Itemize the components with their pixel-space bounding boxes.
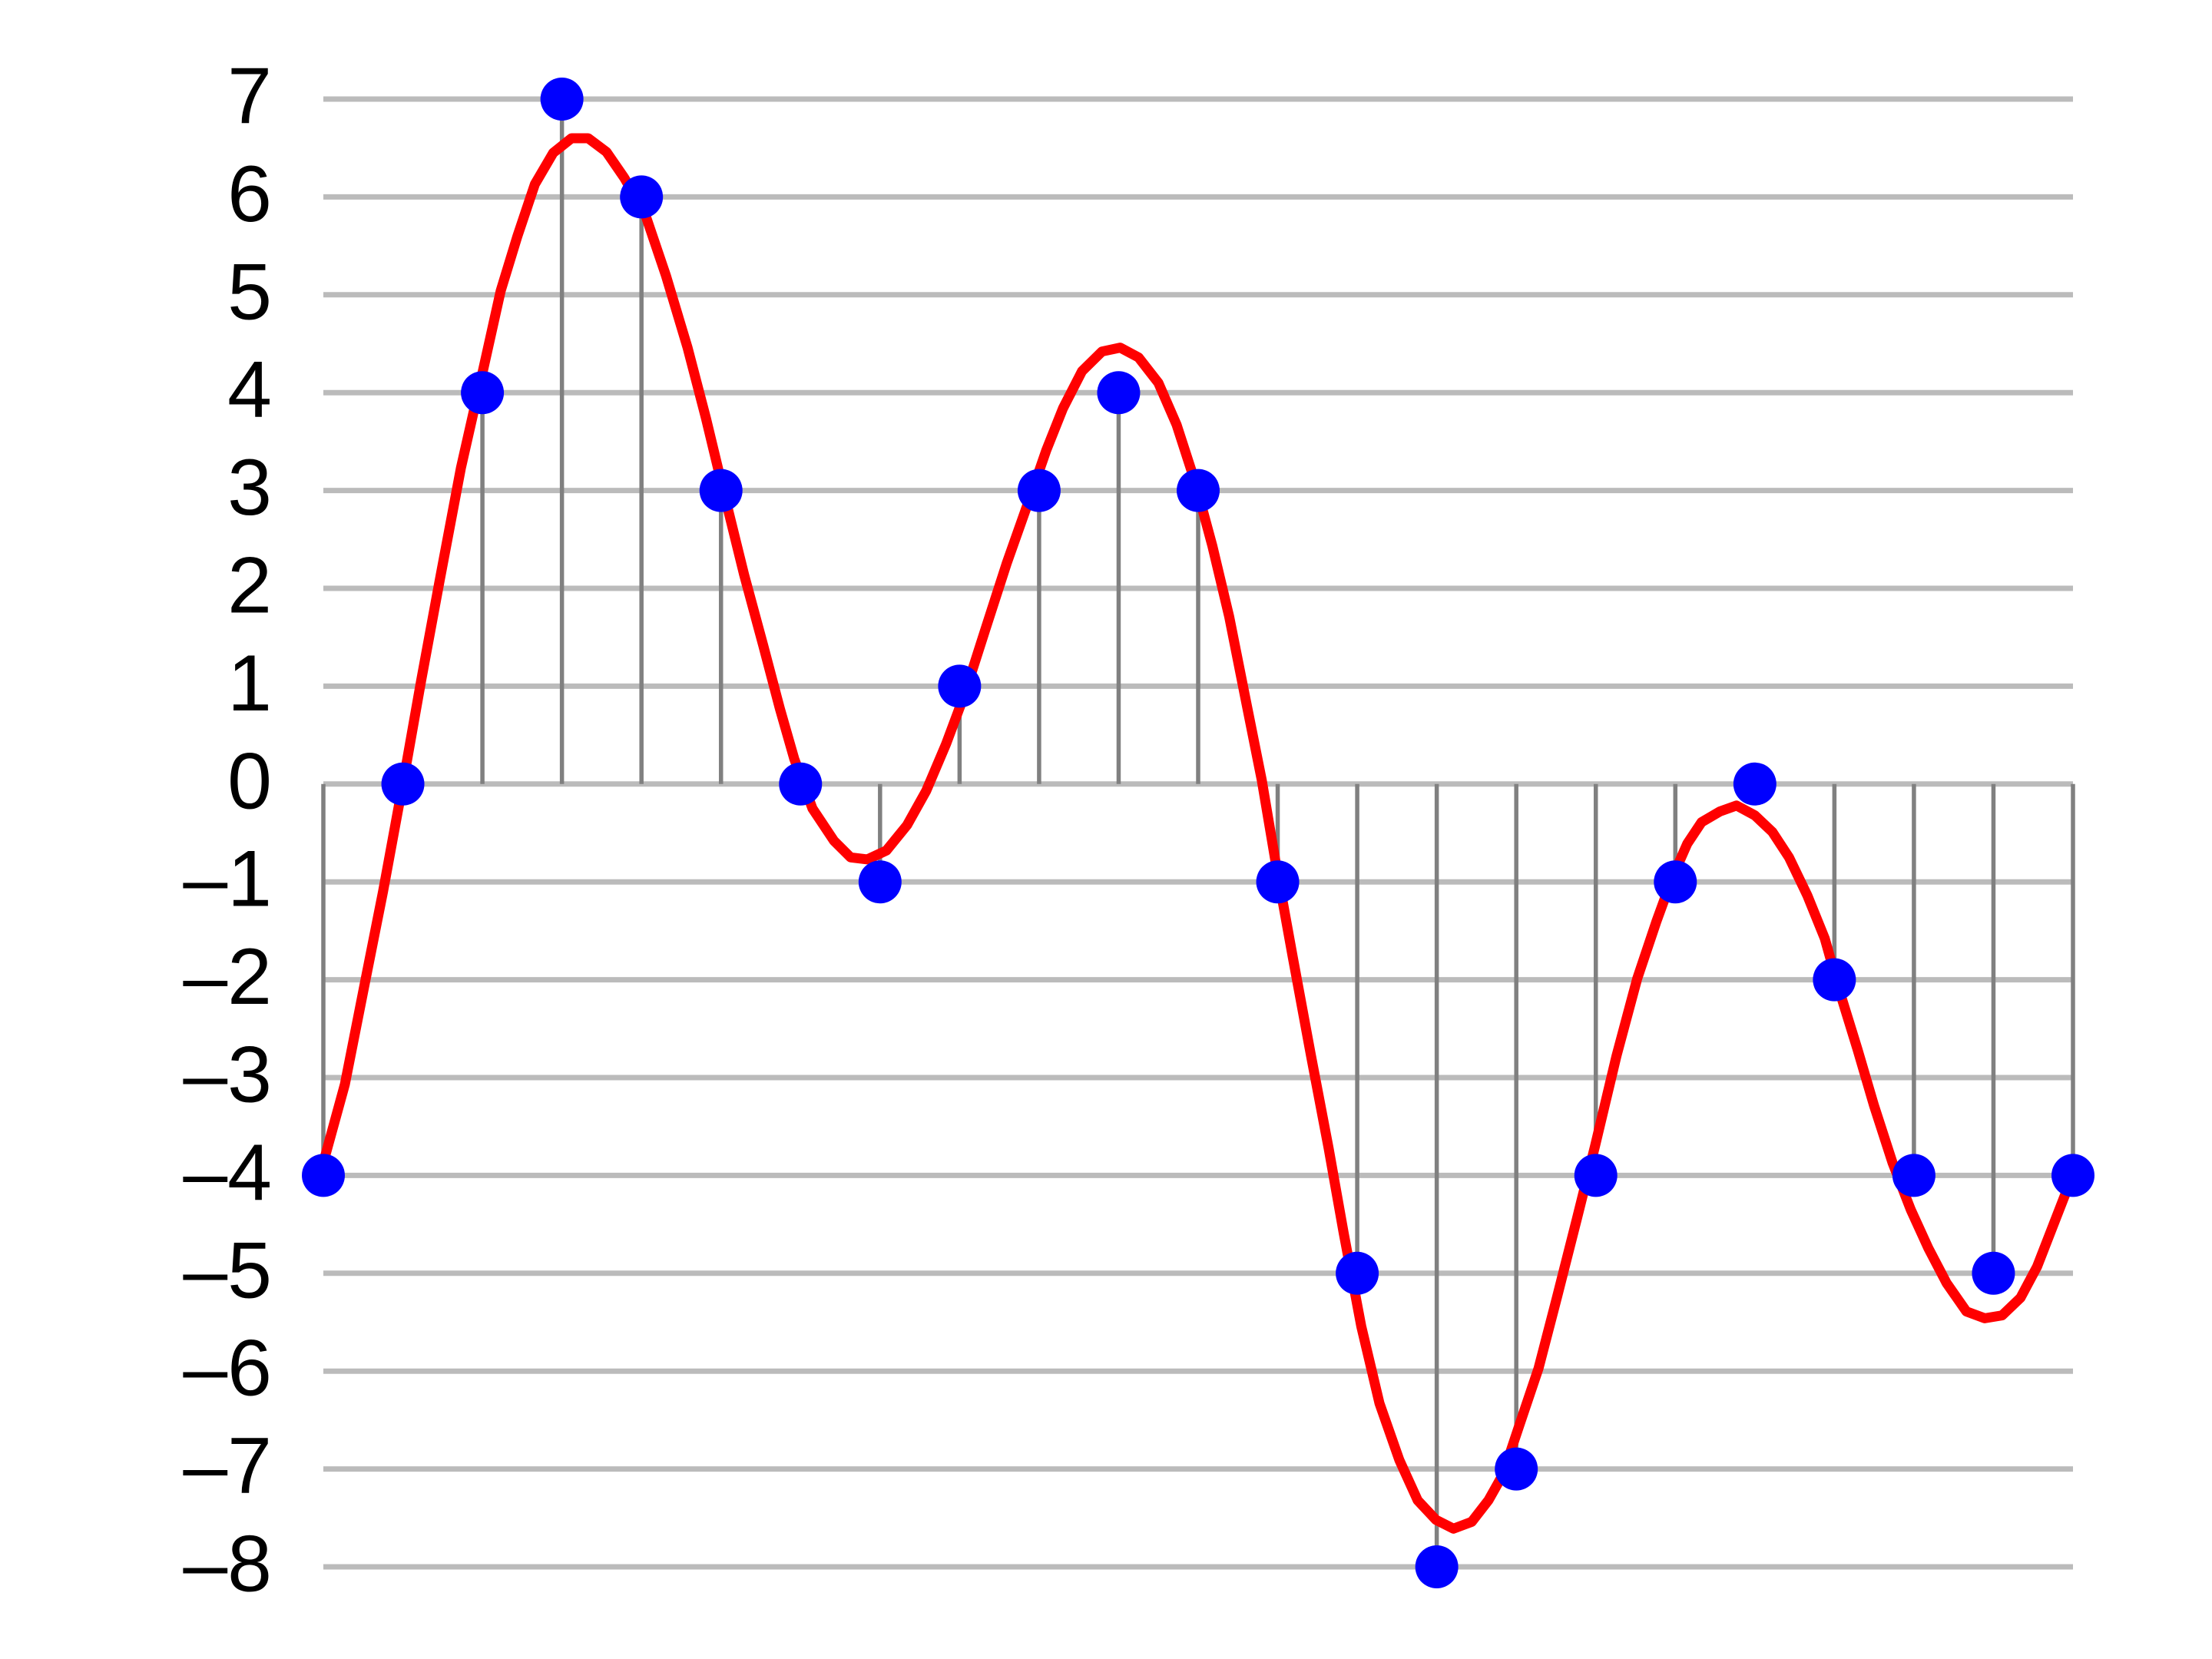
sample-dot — [1574, 1154, 1618, 1197]
y-tick-label: –5 — [183, 1226, 272, 1315]
sample-dot — [1495, 1447, 1538, 1491]
sample-dot — [1892, 1154, 1936, 1197]
y-tick-label: 4 — [227, 346, 272, 435]
sample-dot — [699, 469, 743, 512]
sample-dot — [1733, 762, 1777, 806]
sample-dot — [1256, 860, 1300, 904]
sample-dot — [1097, 371, 1141, 415]
sample-dot — [1654, 860, 1697, 904]
sample-dot — [381, 762, 425, 806]
y-tick-label: –8 — [183, 1519, 272, 1608]
sample-dot — [1972, 1251, 2015, 1295]
sample-dot — [461, 371, 505, 415]
sample-dot — [1177, 469, 1220, 512]
sample-dot — [620, 175, 664, 219]
sample-dot — [938, 664, 982, 708]
y-tick-label: 1 — [227, 639, 272, 728]
sample-dot — [1415, 1545, 1459, 1588]
y-tick-label: –7 — [183, 1422, 272, 1511]
curve — [318, 133, 2078, 1534]
y-tick-label: 5 — [227, 247, 272, 336]
y-tick-label: –4 — [183, 1128, 272, 1217]
sample-dot — [302, 1154, 345, 1197]
sample-dot — [540, 78, 584, 121]
y-tick-label: 0 — [227, 737, 272, 826]
y-tick-label: 6 — [227, 150, 272, 239]
sample-dot — [1813, 958, 1856, 1002]
sample-dot — [1017, 469, 1061, 512]
sample-dot — [858, 860, 902, 904]
sample-dot — [1336, 1251, 1379, 1295]
y-tick-label: 7 — [227, 51, 272, 141]
y-tick-label: 3 — [227, 443, 272, 532]
sample-dot — [2051, 1154, 2094, 1197]
sample-dot — [779, 762, 823, 806]
y-tick-label: 2 — [227, 541, 272, 630]
y-tick-label: –3 — [183, 1030, 272, 1119]
y-tick-label: –2 — [183, 932, 272, 1022]
y-tick-label: –1 — [183, 835, 272, 924]
y-tick-label: –6 — [183, 1324, 272, 1413]
